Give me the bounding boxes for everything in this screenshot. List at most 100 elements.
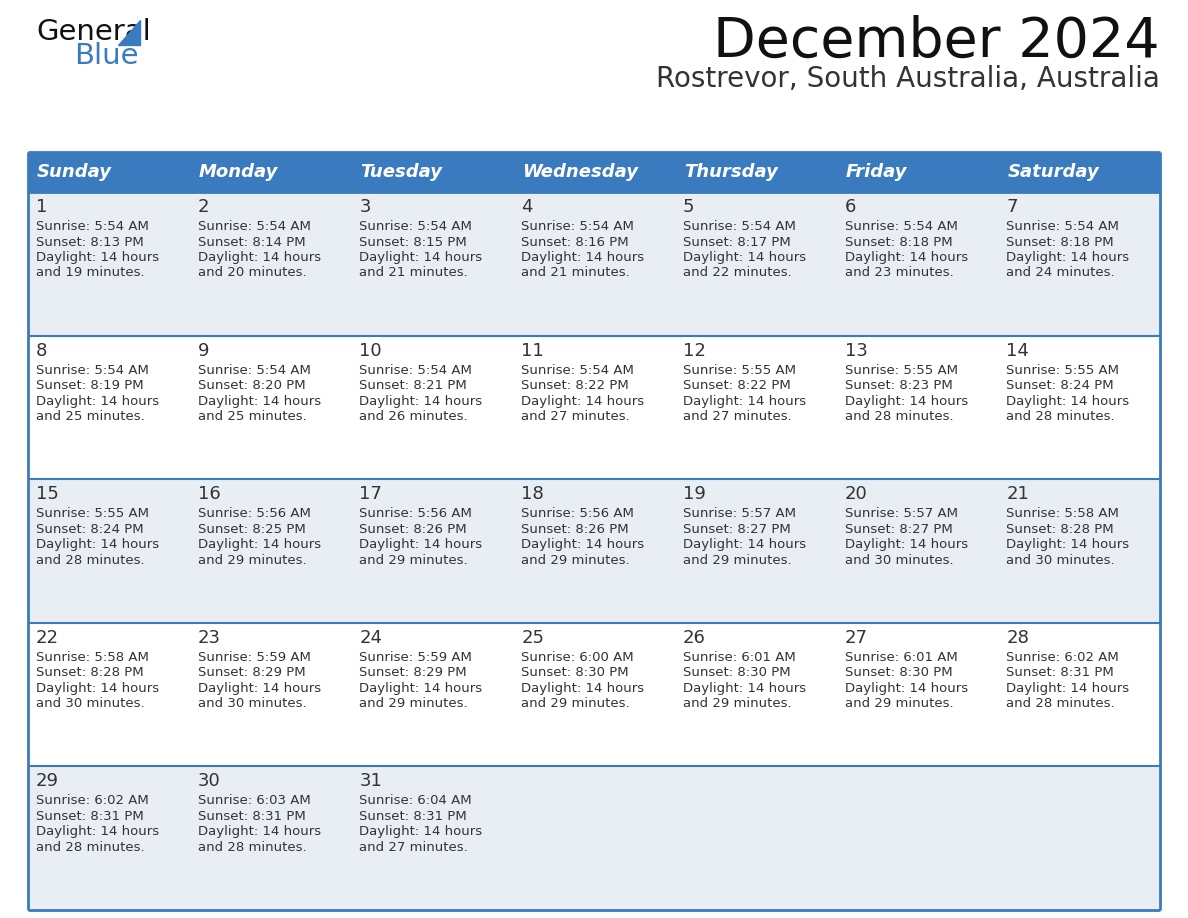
Text: Sunset: 8:22 PM: Sunset: 8:22 PM	[522, 379, 628, 392]
Text: and 23 minutes.: and 23 minutes.	[845, 266, 953, 279]
Text: 10: 10	[360, 341, 383, 360]
Text: Sunrise: 5:56 AM: Sunrise: 5:56 AM	[522, 508, 634, 521]
Text: and 28 minutes.: and 28 minutes.	[1006, 410, 1114, 423]
Text: Sunset: 8:27 PM: Sunset: 8:27 PM	[683, 522, 790, 536]
Text: and 19 minutes.: and 19 minutes.	[36, 266, 145, 279]
Bar	[513, 479, 675, 622]
Text: 12: 12	[683, 341, 706, 360]
Text: Daylight: 14 hours: Daylight: 14 hours	[36, 395, 159, 408]
Text: Saturday: Saturday	[1007, 163, 1099, 181]
Text: Sunset: 8:31 PM: Sunset: 8:31 PM	[36, 810, 144, 823]
Text: and 30 minutes.: and 30 minutes.	[197, 698, 307, 711]
Text: Blue: Blue	[74, 42, 139, 70]
Text: Daylight: 14 hours: Daylight: 14 hours	[845, 251, 968, 264]
Text: 28: 28	[1006, 629, 1029, 647]
Text: and 21 minutes.: and 21 minutes.	[522, 266, 630, 279]
Bar	[675, 152, 836, 192]
Text: Sunrise: 6:02 AM: Sunrise: 6:02 AM	[1006, 651, 1119, 664]
Text: Daylight: 14 hours: Daylight: 14 hours	[522, 682, 644, 695]
Text: Sunset: 8:30 PM: Sunset: 8:30 PM	[845, 666, 953, 679]
Text: and 24 minutes.: and 24 minutes.	[1006, 266, 1114, 279]
Bar	[352, 192, 513, 336]
Bar	[675, 192, 836, 336]
Text: Sunset: 8:25 PM: Sunset: 8:25 PM	[197, 522, 305, 536]
Text: Daylight: 14 hours: Daylight: 14 hours	[360, 825, 482, 838]
Text: 16: 16	[197, 486, 221, 503]
Text: Monday: Monday	[198, 163, 278, 181]
Text: Sunday: Sunday	[37, 163, 112, 181]
Bar	[513, 192, 675, 336]
Text: 8: 8	[36, 341, 48, 360]
Text: Sunrise: 6:04 AM: Sunrise: 6:04 AM	[360, 794, 472, 808]
Text: Sunrise: 5:59 AM: Sunrise: 5:59 AM	[360, 651, 473, 664]
Text: Sunset: 8:21 PM: Sunset: 8:21 PM	[360, 379, 467, 392]
Text: and 25 minutes.: and 25 minutes.	[197, 410, 307, 423]
Text: 27: 27	[845, 629, 867, 647]
Text: 6: 6	[845, 198, 855, 216]
Text: and 28 minutes.: and 28 minutes.	[1006, 698, 1114, 711]
Text: Daylight: 14 hours: Daylight: 14 hours	[36, 538, 159, 551]
Text: 25: 25	[522, 629, 544, 647]
Bar	[190, 479, 352, 622]
Text: 29: 29	[36, 772, 59, 790]
Text: 13: 13	[845, 341, 867, 360]
Text: and 28 minutes.: and 28 minutes.	[36, 554, 145, 566]
Text: Daylight: 14 hours: Daylight: 14 hours	[197, 682, 321, 695]
Text: Daylight: 14 hours: Daylight: 14 hours	[683, 395, 805, 408]
Bar	[998, 767, 1159, 910]
Text: Daylight: 14 hours: Daylight: 14 hours	[1006, 251, 1130, 264]
Bar	[513, 336, 675, 479]
Text: Sunset: 8:26 PM: Sunset: 8:26 PM	[522, 522, 628, 536]
Text: Sunrise: 5:54 AM: Sunrise: 5:54 AM	[1006, 220, 1119, 233]
Text: and 29 minutes.: and 29 minutes.	[683, 698, 791, 711]
Text: Sunrise: 5:54 AM: Sunrise: 5:54 AM	[197, 220, 310, 233]
Text: and 20 minutes.: and 20 minutes.	[197, 266, 307, 279]
Text: Sunset: 8:29 PM: Sunset: 8:29 PM	[197, 666, 305, 679]
Text: Sunset: 8:30 PM: Sunset: 8:30 PM	[522, 666, 628, 679]
Text: Sunset: 8:22 PM: Sunset: 8:22 PM	[683, 379, 790, 392]
Bar	[352, 767, 513, 910]
Text: and 25 minutes.: and 25 minutes.	[36, 410, 145, 423]
Text: Daylight: 14 hours: Daylight: 14 hours	[683, 682, 805, 695]
Text: Sunrise: 5:54 AM: Sunrise: 5:54 AM	[683, 220, 796, 233]
Text: Sunrise: 5:59 AM: Sunrise: 5:59 AM	[197, 651, 310, 664]
Text: and 30 minutes.: and 30 minutes.	[1006, 554, 1114, 566]
Text: and 26 minutes.: and 26 minutes.	[360, 410, 468, 423]
Text: Sunrise: 5:55 AM: Sunrise: 5:55 AM	[1006, 364, 1119, 376]
Text: Sunrise: 5:55 AM: Sunrise: 5:55 AM	[36, 508, 148, 521]
Text: 7: 7	[1006, 198, 1018, 216]
Text: Rostrevor, South Australia, Australia: Rostrevor, South Australia, Australia	[656, 65, 1159, 93]
Text: 11: 11	[522, 341, 544, 360]
Text: Sunset: 8:20 PM: Sunset: 8:20 PM	[197, 379, 305, 392]
Text: 4: 4	[522, 198, 532, 216]
Text: Friday: Friday	[846, 163, 908, 181]
Text: Daylight: 14 hours: Daylight: 14 hours	[1006, 682, 1130, 695]
Text: 3: 3	[360, 198, 371, 216]
Text: Daylight: 14 hours: Daylight: 14 hours	[1006, 395, 1130, 408]
Bar	[998, 479, 1159, 622]
Text: and 29 minutes.: and 29 minutes.	[845, 698, 953, 711]
Bar	[352, 479, 513, 622]
Bar	[675, 767, 836, 910]
Text: and 29 minutes.: and 29 minutes.	[683, 554, 791, 566]
Text: Sunrise: 6:01 AM: Sunrise: 6:01 AM	[683, 651, 796, 664]
Text: Sunrise: 5:54 AM: Sunrise: 5:54 AM	[360, 220, 473, 233]
Bar	[29, 479, 190, 622]
Text: 20: 20	[845, 486, 867, 503]
Text: Sunset: 8:31 PM: Sunset: 8:31 PM	[197, 810, 305, 823]
Bar	[190, 622, 352, 767]
Bar	[836, 767, 998, 910]
Text: 19: 19	[683, 486, 706, 503]
Bar	[352, 336, 513, 479]
Text: Sunrise: 5:58 AM: Sunrise: 5:58 AM	[36, 651, 148, 664]
Text: Sunset: 8:29 PM: Sunset: 8:29 PM	[360, 666, 467, 679]
Bar	[190, 192, 352, 336]
Bar	[352, 152, 513, 192]
Text: Daylight: 14 hours: Daylight: 14 hours	[683, 251, 805, 264]
Text: Daylight: 14 hours: Daylight: 14 hours	[197, 538, 321, 551]
Text: Daylight: 14 hours: Daylight: 14 hours	[683, 538, 805, 551]
Text: Daylight: 14 hours: Daylight: 14 hours	[845, 538, 968, 551]
Text: Sunset: 8:28 PM: Sunset: 8:28 PM	[1006, 522, 1114, 536]
Bar	[29, 622, 190, 767]
Text: Sunset: 8:28 PM: Sunset: 8:28 PM	[36, 666, 144, 679]
